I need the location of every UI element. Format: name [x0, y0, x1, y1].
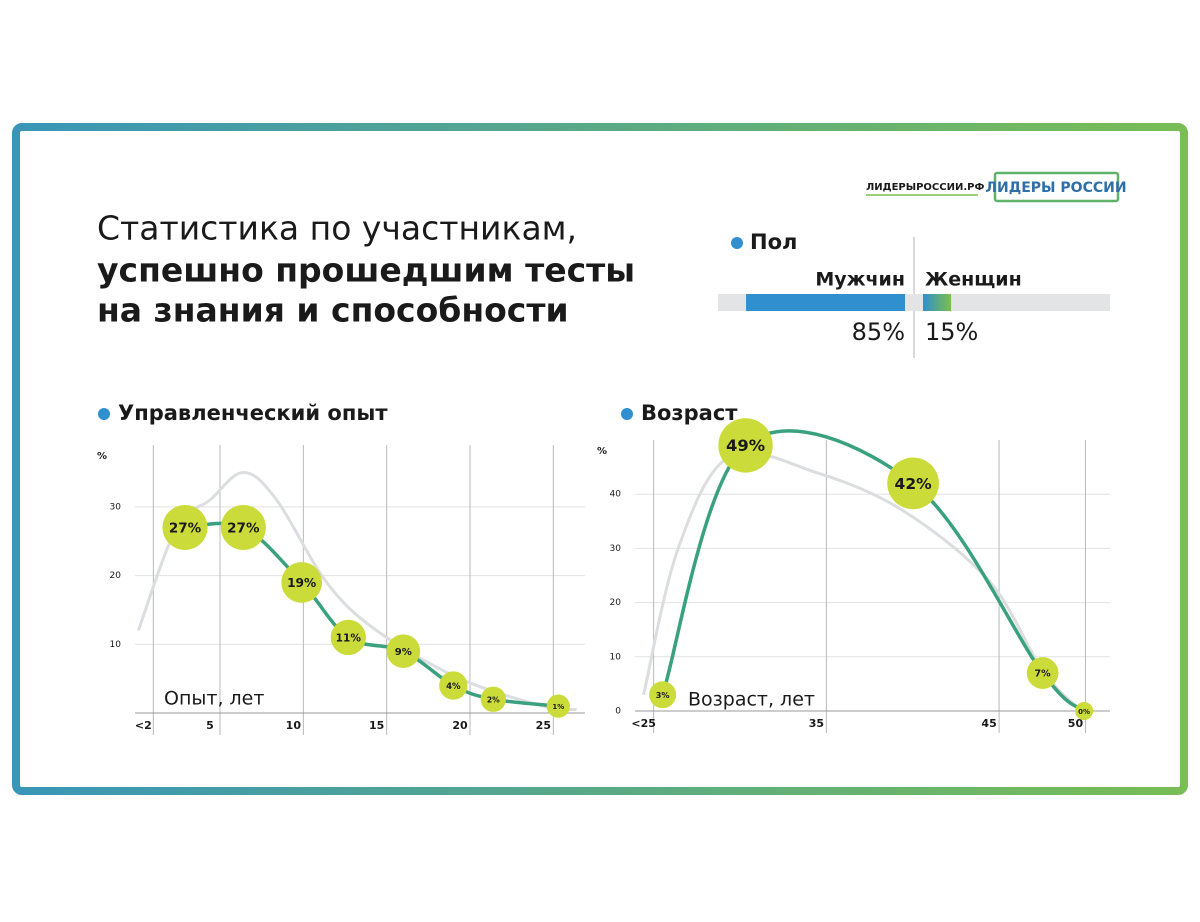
data-label: 27%	[227, 520, 260, 536]
x-tick-label: 20	[452, 719, 468, 732]
x-tick-label: 45	[981, 717, 996, 730]
x-tick-label: 5	[206, 719, 214, 732]
title-dot	[731, 237, 743, 249]
title-dot	[98, 408, 110, 420]
data-label: 42%	[895, 475, 933, 493]
point	[718, 418, 773, 473]
category-label: Женщин	[925, 269, 1022, 291]
point	[480, 686, 507, 712]
chart-title: Управленческий опыт	[118, 401, 388, 425]
logo: ЛИДЕРЫ РОССИИ	[985, 180, 1126, 196]
y-tick-label: 30	[610, 544, 622, 554]
x-tick-label: <2	[135, 719, 152, 732]
data-label: 7%	[1035, 669, 1052, 680]
y-tick-label: 10	[610, 652, 622, 662]
y-tick-label: 20	[110, 571, 122, 581]
y-axis-unit: %	[597, 446, 607, 457]
data-label: 1%	[552, 703, 564, 711]
x-tick-label: <25	[631, 717, 656, 730]
point	[887, 457, 939, 510]
data-label: 3%	[656, 690, 670, 700]
chart-title: Возраст	[641, 401, 738, 425]
y-tick-label: 40	[610, 490, 622, 500]
data-label: 9%	[395, 647, 412, 658]
value-label: 15%	[925, 318, 978, 346]
value-label: 85%	[852, 318, 905, 346]
data-label: 49%	[726, 436, 765, 455]
title-dot	[621, 408, 633, 420]
category-label: Мужчин	[815, 269, 905, 291]
logo-box	[993, 171, 1120, 203]
point	[1026, 657, 1059, 689]
y-tick-label: 0	[615, 707, 621, 717]
frame	[12, 123, 1188, 795]
point	[330, 619, 366, 656]
y-axis-unit: %	[97, 451, 107, 462]
data-label: 11%	[336, 632, 362, 644]
point	[220, 504, 266, 550]
point	[386, 634, 421, 668]
title: на знания и способности	[97, 291, 569, 330]
data-label: 2%	[487, 695, 500, 704]
point	[1075, 702, 1094, 720]
bar	[746, 294, 905, 311]
x-axis-label: Возраст, лет	[688, 689, 815, 711]
y-tick-label: 30	[110, 502, 122, 512]
title: успешно прошедшим тесты	[97, 251, 635, 290]
title: Статистика по участникам,	[97, 209, 577, 248]
chart-title: Пол	[750, 230, 797, 254]
point	[649, 681, 677, 709]
x-tick-label: 35	[809, 717, 824, 730]
point	[162, 504, 208, 550]
y-tick-label: 20	[610, 598, 622, 608]
point	[281, 562, 322, 603]
data-label: 4%	[446, 682, 461, 692]
data-label: 27%	[169, 520, 202, 536]
x-tick-label: 15	[369, 719, 384, 732]
bar	[923, 294, 952, 311]
y-tick-label: 10	[110, 640, 122, 650]
data-label: 0%	[1078, 708, 1090, 716]
data-label: 19%	[287, 576, 316, 590]
x-tick-label: 50	[1068, 717, 1084, 730]
x-axis-label: Опыт, лет	[164, 688, 264, 710]
site: ЛИДЕРЫРОССИИ.РФ	[866, 182, 984, 193]
x-tick-label: 25	[536, 719, 551, 732]
x-tick-label: 10	[286, 719, 302, 732]
point	[546, 694, 570, 718]
point	[439, 671, 468, 700]
